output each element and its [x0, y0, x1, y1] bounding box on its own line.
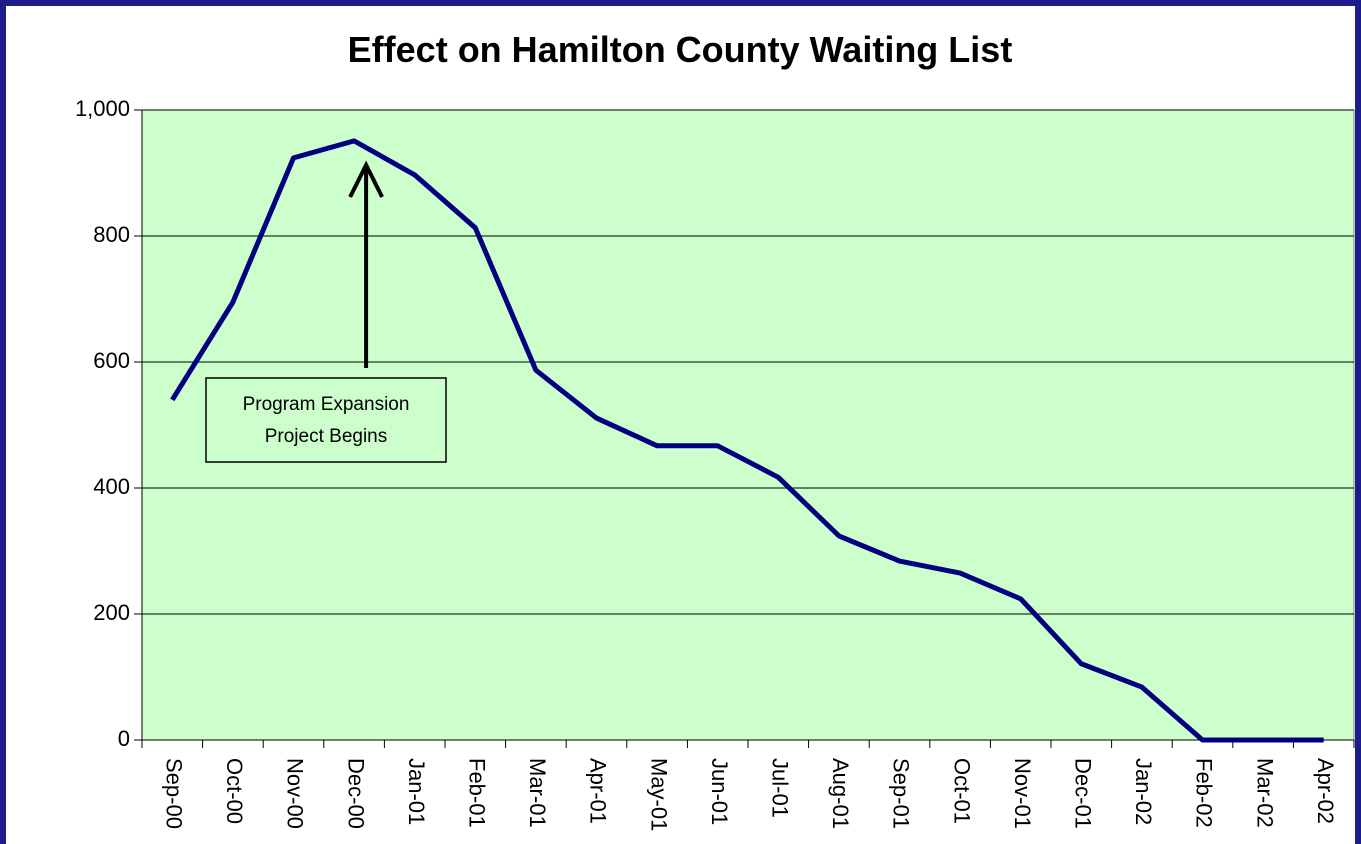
x-tick-label: Nov-01 — [1010, 758, 1035, 829]
x-tick-label: Sep-01 — [889, 758, 914, 829]
x-tick-label: Oct-01 — [949, 758, 974, 824]
y-tick-label: 0 — [118, 726, 130, 751]
annotation-arrowhead — [348, 160, 384, 198]
y-tick-label: 600 — [93, 348, 130, 373]
y-tick-label: 1,000 — [75, 96, 130, 121]
y-tick-label: 200 — [93, 600, 130, 625]
x-tick-label: Apr-02 — [1313, 758, 1338, 824]
annotation-box — [205, 377, 447, 463]
x-tick-label: May-01 — [646, 758, 671, 831]
y-tick-label: 400 — [93, 474, 130, 499]
x-tick-label: Sep-00 — [161, 758, 186, 829]
x-tick-label: Oct-00 — [222, 758, 247, 824]
x-tick-label: Feb-01 — [464, 758, 489, 828]
annotation-text: Program Expansion — [243, 394, 410, 415]
x-tick-label: Jul-01 — [767, 758, 792, 818]
x-tick-label: Jan-02 — [1131, 758, 1156, 825]
x-tick-label: Mar-01 — [525, 758, 550, 828]
x-tick-label: Jun-01 — [707, 758, 732, 825]
x-tick-label: Nov-00 — [283, 758, 308, 829]
x-tick-label: Jan-01 — [404, 758, 429, 825]
y-tick-label: 800 — [93, 222, 130, 247]
x-tick-label: Mar-02 — [1252, 758, 1277, 828]
x-tick-label: Dec-01 — [1070, 758, 1095, 829]
chart-title: Effect on Hamilton County Waiting List — [348, 29, 1013, 70]
line-series — [170, 138, 1324, 743]
x-tick-label: Dec-00 — [343, 758, 368, 829]
x-tick-label: Feb-02 — [1192, 758, 1217, 828]
x-tick-label: Apr-01 — [586, 758, 611, 824]
annotation-text: Project Begins — [265, 426, 388, 447]
x-tick-label: Aug-01 — [828, 758, 853, 829]
